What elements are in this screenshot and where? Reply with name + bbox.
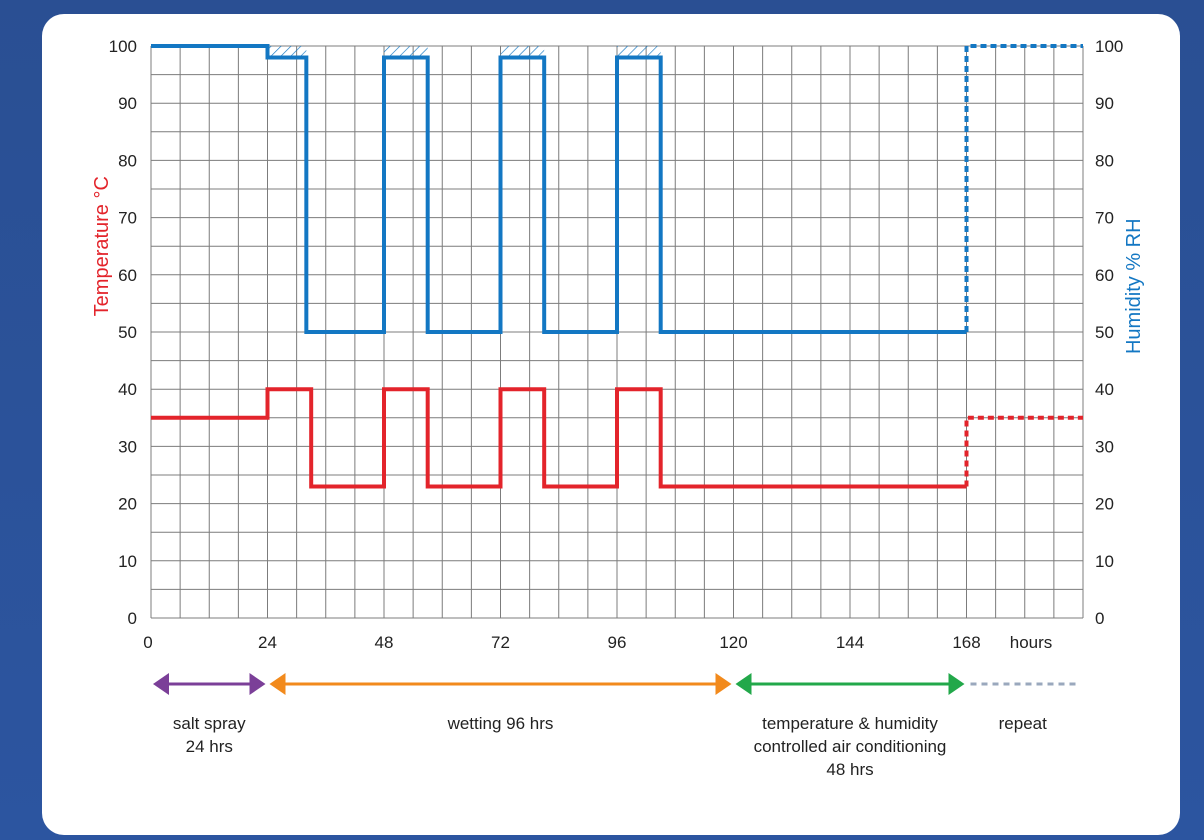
saturation-hatch-regions bbox=[267, 46, 661, 58]
y-tick-label-left: 60 bbox=[118, 266, 137, 285]
x-axis-unit: hours bbox=[1010, 633, 1053, 652]
x-tick-label: 96 bbox=[608, 633, 627, 652]
phase-timeline: salt spray 24 hrs wetting 96 hrs temperatur… bbox=[153, 673, 1079, 779]
x-tick-label: 168 bbox=[952, 633, 980, 652]
arrow-head bbox=[249, 673, 266, 695]
y-tick-label-right: 10 bbox=[1095, 552, 1114, 571]
y-tick-label-right: 30 bbox=[1095, 437, 1114, 456]
y-tick-label-left: 10 bbox=[118, 552, 137, 571]
y-tick-label-right: 80 bbox=[1095, 151, 1114, 170]
x-tick-label: 120 bbox=[719, 633, 747, 652]
hatch-region bbox=[500, 46, 545, 58]
y-tick-label-left: 80 bbox=[118, 151, 137, 170]
x-tick-label: 24 bbox=[258, 633, 277, 652]
y-tick-label-right: 60 bbox=[1095, 266, 1114, 285]
arrow-head bbox=[153, 673, 169, 695]
y-tick-label-left: 40 bbox=[118, 380, 137, 399]
x-tick-label: 48 bbox=[375, 633, 394, 652]
y-tick-label-left: 20 bbox=[118, 495, 137, 514]
x-tick-label: 0 bbox=[143, 633, 152, 652]
x-tick-label: 72 bbox=[491, 633, 510, 652]
y-tick-label-left: 0 bbox=[128, 609, 137, 628]
chart-card bbox=[42, 14, 1180, 835]
y-tick-label-right: 40 bbox=[1095, 380, 1114, 399]
y-tick-label-right: 50 bbox=[1095, 323, 1114, 342]
phase-label: controlled air conditioning bbox=[754, 737, 947, 756]
y-tick-label-right: 20 bbox=[1095, 495, 1114, 514]
temperature-line bbox=[151, 387, 967, 489]
y-axis-title-left: Temperature °C bbox=[91, 176, 113, 316]
y-tick-label-right: 70 bbox=[1095, 209, 1114, 228]
temperature-repeat-line bbox=[964, 415, 1083, 487]
arrow-head bbox=[269, 673, 286, 695]
hatch-region bbox=[617, 46, 661, 58]
phase-label: 48 hrs bbox=[826, 760, 873, 779]
phase-label: repeat bbox=[999, 714, 1047, 733]
phase-label: 24 hrs bbox=[186, 737, 233, 756]
series-lines bbox=[151, 44, 1083, 489]
y-tick-label-left: 100 bbox=[109, 37, 137, 56]
y-tick-label-right: 0 bbox=[1095, 609, 1104, 628]
y-tick-label-left: 70 bbox=[118, 209, 137, 228]
y-tick-label-left: 90 bbox=[118, 94, 137, 113]
phase-label: salt spray bbox=[173, 714, 246, 733]
phase-label: temperature & humidity bbox=[762, 714, 938, 733]
humidity-repeat-line bbox=[964, 44, 1083, 332]
arrow-head bbox=[948, 673, 965, 695]
phase-label: wetting 96 hrs bbox=[447, 714, 554, 733]
y-tick-label-left: 30 bbox=[118, 437, 137, 456]
hatch-region bbox=[384, 46, 428, 58]
y-tick-label-right: 90 bbox=[1095, 94, 1114, 113]
y-tick-label-left: 50 bbox=[118, 323, 137, 342]
arrow-head bbox=[715, 673, 732, 695]
x-tick-label: 144 bbox=[836, 633, 864, 652]
y-axis-title-right: Humidity % RH bbox=[1123, 218, 1145, 354]
y-tick-label-right: 100 bbox=[1095, 37, 1123, 56]
hatch-region bbox=[267, 46, 307, 58]
arrow-head bbox=[735, 673, 752, 695]
humidity-line bbox=[151, 44, 967, 334]
